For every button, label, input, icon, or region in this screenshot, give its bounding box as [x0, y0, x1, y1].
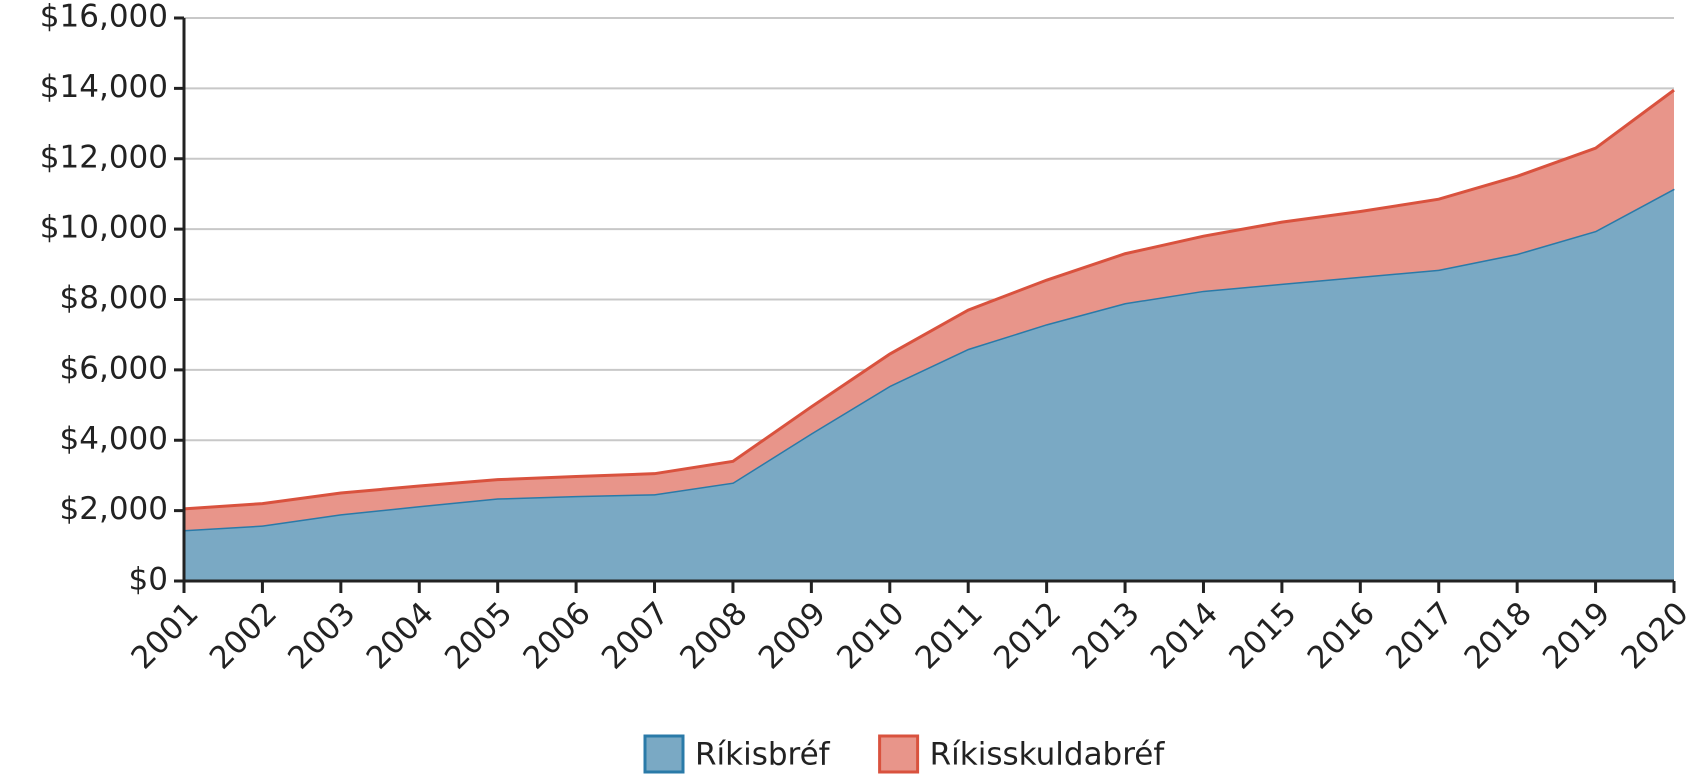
x-tick-label: 2005: [438, 595, 519, 676]
x-tick-label: 2013: [1065, 595, 1146, 676]
area: [184, 188, 1674, 582]
x-tick-label: 2020: [1614, 595, 1691, 676]
y-tick-label: $4,000: [60, 421, 168, 457]
y-tick-label: $0: [129, 562, 168, 598]
y-tick-label: $12,000: [40, 139, 168, 175]
x-tick-label: 2019: [1536, 595, 1617, 676]
x-tick-label: 2014: [1144, 595, 1225, 676]
x-tick-label: 2006: [517, 595, 598, 676]
legend-label: Ríkisbréf: [695, 737, 831, 773]
area-line: [183, 88, 1675, 511]
x-tick-label: 2010: [830, 595, 911, 676]
x-tick-label: 2002: [203, 595, 284, 676]
x-tick-label: 2016: [1301, 595, 1382, 676]
y-tick-label: $14,000: [40, 69, 168, 105]
x-tick-label: 2011: [909, 595, 990, 676]
area-line: [183, 187, 1675, 532]
y-tick-label: $10,000: [40, 210, 168, 246]
y-tick-label: $16,000: [40, 0, 168, 35]
x-tick-label: 2007: [595, 595, 676, 676]
y-tick-label: $2,000: [60, 491, 168, 527]
x-tick-label: 2012: [987, 595, 1068, 676]
y-tick-label: $8,000: [60, 280, 168, 316]
legend-swatch: [878, 734, 920, 774]
x-tick-label: 2004: [360, 595, 441, 676]
y-tick-label: $6,000: [60, 350, 168, 386]
x-tick-label: 2018: [1458, 595, 1539, 676]
x-tick-label: 2015: [1222, 595, 1303, 676]
x-tick-label: 2009: [752, 595, 833, 676]
x-tick-label: 2001: [124, 595, 205, 676]
legend-swatch: [643, 734, 685, 774]
x-tick-label: 2003: [281, 595, 362, 676]
x-tick-label: 2008: [673, 595, 754, 676]
legend-label: Ríkisskuldabréf: [930, 737, 1166, 773]
x-tick-label: 2017: [1379, 595, 1460, 676]
